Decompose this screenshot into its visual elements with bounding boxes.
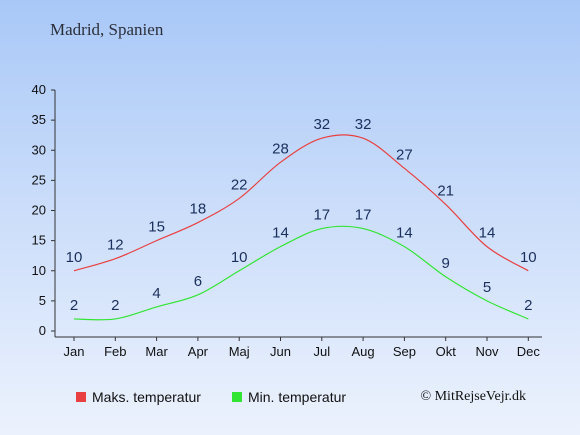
min-data-label: 6 — [194, 273, 202, 290]
max-data-label: 10 — [66, 249, 83, 266]
max-data-label: 15 — [148, 219, 165, 236]
y-tick-label: 35 — [32, 112, 46, 127]
min-data-label: 17 — [355, 207, 372, 224]
max-data-label: 18 — [190, 201, 207, 218]
max-data-label: 32 — [313, 116, 330, 133]
max-data-label: 14 — [479, 225, 496, 242]
x-tick-label: Maj — [229, 344, 250, 359]
chart-title: Madrid, Spanien — [50, 20, 164, 39]
x-tick-label: Jul — [313, 344, 330, 359]
min-data-label: 14 — [272, 225, 289, 242]
y-tick-label: 20 — [32, 203, 46, 218]
min-data-label: 14 — [396, 225, 413, 242]
max-data-label: 10 — [520, 249, 537, 266]
y-tick-label: 30 — [32, 142, 46, 157]
legend-label-max: Maks. temperatur — [92, 389, 201, 405]
y-tick-label: 40 — [32, 82, 46, 97]
max-data-label: 21 — [437, 182, 454, 199]
min-data-label: 2 — [524, 297, 532, 314]
max-data-label: 28 — [272, 140, 289, 157]
legend-item-min: Min. temperatur — [232, 389, 346, 405]
legend-label-min: Min. temperatur — [248, 389, 347, 405]
x-tick-label: Mar — [145, 344, 168, 359]
y-tick-label: 25 — [32, 172, 46, 187]
legend-swatch-max — [76, 392, 86, 402]
min-data-label: 2 — [111, 297, 119, 314]
x-tick-label: Aug — [352, 344, 375, 359]
min-data-label: 4 — [152, 285, 160, 302]
y-tick-label: 15 — [32, 233, 46, 248]
legend-swatch-min — [232, 392, 242, 402]
source-credit: © MitRejseVejr.dk — [420, 389, 526, 404]
y-tick-label: 5 — [39, 293, 46, 308]
x-tick-label: Feb — [104, 344, 126, 359]
max-data-label: 32 — [355, 116, 372, 133]
y-tick-label: 0 — [39, 323, 46, 338]
min-temperature-line — [73, 225, 529, 321]
x-tick-label: Jun — [270, 344, 291, 359]
x-tick-label: Nov — [475, 344, 499, 359]
max-data-label: 22 — [231, 176, 248, 193]
min-data-label: 10 — [231, 249, 248, 266]
x-tick-label: Jan — [64, 344, 85, 359]
legend-item-max: Maks. temperatur — [76, 389, 201, 405]
min-data-label: 17 — [313, 207, 330, 224]
x-tick-label: Dec — [517, 344, 541, 359]
min-data-label: 2 — [70, 297, 78, 314]
max-data-label: 12 — [107, 237, 124, 254]
max-data-label: 27 — [396, 146, 413, 163]
x-tick-label: Sep — [393, 344, 416, 359]
x-tick-label: Okt — [436, 344, 457, 359]
min-data-label: 5 — [483, 279, 491, 296]
x-tick-label: Apr — [188, 344, 209, 359]
min-data-label: 9 — [442, 255, 450, 272]
max-temperature-line — [73, 134, 529, 272]
y-tick-label: 10 — [32, 263, 46, 278]
